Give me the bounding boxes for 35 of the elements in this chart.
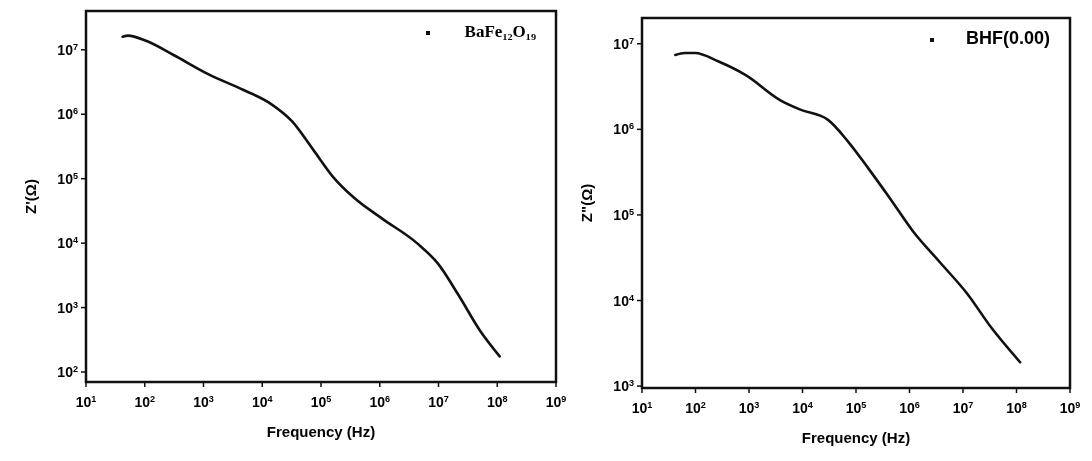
x-tick-label: 10$^{6}$	[369, 394, 391, 410]
x-tick-label: 10$^{3}$	[738, 400, 760, 416]
x-tick-label: 10$^{2}$	[134, 394, 156, 410]
y-tick-label: 10$^{6}$	[57, 106, 78, 123]
x-tick-label: 10$^{8}$	[486, 394, 508, 410]
x-tick-label: 10$^{3}$	[193, 394, 214, 410]
y-tick-label: 10$^{4}$	[57, 235, 79, 252]
y-tick-label: 10$^{5}$	[57, 170, 78, 187]
x-tick-label: 10$^{1}$	[75, 394, 97, 410]
x-tick-label: 10$^{4}$	[792, 400, 814, 416]
y-axis-title: Z'(Ω)	[22, 179, 39, 214]
y-tick-label: 10$^{6}$	[613, 121, 634, 138]
y-tick-label: 10$^{7}$	[613, 35, 634, 52]
x-tick-label: 10$^{4}$	[251, 394, 274, 410]
x-tick-label: 10$^{9}$	[545, 394, 567, 410]
x-tick-label: 10$^{1}$	[631, 400, 653, 416]
x-axis-title: Frequency (Hz)	[266, 423, 376, 440]
legend-label: BHF(0.00)	[965, 28, 1050, 48]
x-tick-label: 10$^{5}$	[310, 394, 332, 410]
x-tick-label: 10$^{6}$	[899, 400, 920, 416]
y-tick-label: 10$^{4}$	[613, 292, 635, 309]
x-tick-label: 10$^{7}$	[952, 400, 974, 416]
x-tick-label: 10$^{5}$	[845, 400, 867, 416]
y-axis-title: Z"(Ω)	[578, 183, 595, 223]
x-tick-label: 10$^{2}$	[685, 400, 706, 416]
y-tick-label: 10$^{5}$	[613, 206, 634, 223]
y-tick-label: 10$^{2}$	[57, 364, 78, 381]
legend-label: BaFe₁₂O₁₉	[464, 22, 536, 41]
y-tick-label: 10$^{3}$	[57, 299, 78, 316]
x-tick-label: 10$^{7}$	[428, 394, 449, 410]
y-tick-label: 10$^{3}$	[613, 378, 634, 395]
x-tick-label: 10$^{9}$	[1059, 400, 1081, 416]
y-tick-label: 10$^{7}$	[57, 41, 78, 58]
x-axis-title: Frequency (Hz)	[801, 429, 911, 446]
x-tick-label: 10$^{8}$	[1006, 400, 1027, 416]
